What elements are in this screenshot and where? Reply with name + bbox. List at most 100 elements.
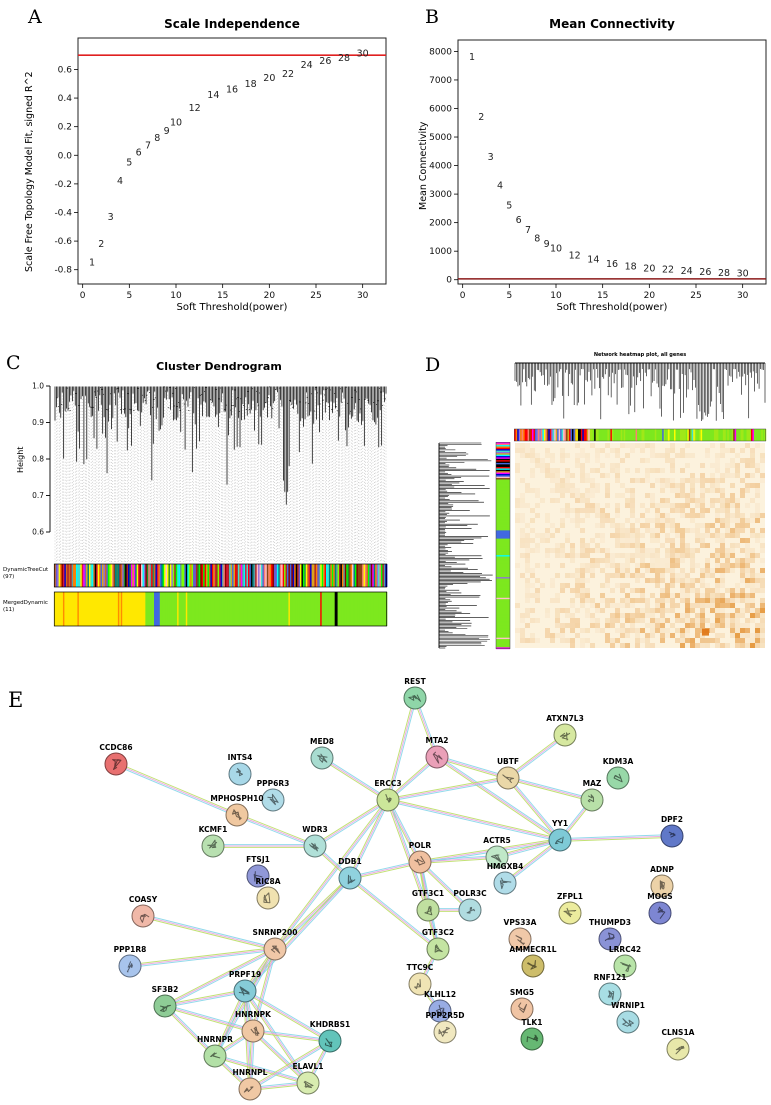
svg-text:30: 30	[737, 269, 749, 280]
scatter-layer-B: 0 5 10 15 20 25 300100020003000400050006000700…	[429, 39, 767, 301]
network-node-label: ELAVL1	[293, 1062, 324, 1071]
network-node	[203, 1044, 227, 1068]
svg-text:18: 18	[625, 261, 637, 272]
network-node	[261, 788, 285, 812]
network-node-label: MED8	[310, 737, 334, 746]
panel-b: B Mean Connectivity Mean Connectivity So…	[400, 0, 771, 340]
network-node	[201, 834, 225, 858]
network-node	[660, 824, 684, 848]
svg-text:-0.8: -0.8	[54, 266, 72, 276]
protein-structure-glyph	[270, 945, 281, 954]
dynamic-treecut-name: DynamicTreeCut	[3, 567, 49, 573]
network-node-label: KCMF1	[199, 825, 228, 834]
protein-structure-glyph	[263, 892, 271, 904]
network-node-label: POLR	[409, 841, 432, 850]
svg-text:5: 5	[506, 291, 512, 301]
left-dendrogram	[438, 442, 493, 649]
panel-a-ylabel: Scale Free Topology Model Fit, signed R^…	[24, 71, 35, 272]
network-node-label: CCDC86	[99, 743, 132, 752]
network-node-label: RIC8A	[255, 877, 280, 886]
svg-text:7: 7	[525, 225, 531, 236]
dendrogram-tree	[54, 386, 387, 505]
protein-structure-glyph	[499, 877, 512, 890]
network-node	[648, 901, 672, 925]
merged-dynamic-count: (11)	[3, 607, 15, 613]
panel-c-title: Cluster Dendrogram	[156, 360, 282, 373]
network-node-label: PPP6R3	[257, 779, 290, 788]
svg-text:18: 18	[245, 79, 257, 90]
protein-structure-glyph	[238, 986, 250, 996]
protein-structure-glyph	[207, 839, 218, 849]
network-node	[408, 972, 432, 996]
network-node-label: SF3B2	[152, 985, 179, 994]
network-node	[338, 866, 362, 890]
svg-text:28: 28	[338, 53, 350, 64]
svg-text:9: 9	[544, 239, 550, 250]
protein-structure-glyph	[414, 979, 421, 990]
svg-text:3000: 3000	[429, 190, 452, 200]
network-node-label: ADNP	[650, 865, 674, 874]
network-node	[104, 752, 128, 776]
protein-structure-glyph	[347, 874, 356, 885]
network-node	[225, 803, 249, 827]
network-node	[426, 937, 450, 961]
protein-structure-glyph	[253, 871, 263, 883]
network-node-label: TLK1	[522, 1018, 543, 1027]
merged-dynamic-bar	[53, 591, 388, 627]
network-node-label: UBTF	[497, 757, 519, 766]
svg-text:0: 0	[460, 291, 466, 301]
dynamic-treecut-label: DynamicTreeCut (97)	[3, 567, 55, 581]
protein-structure-glyph	[438, 1026, 450, 1037]
protein-structure-glyph	[414, 855, 426, 866]
svg-text:10: 10	[550, 243, 562, 254]
network-node-label: ZFPL1	[557, 892, 583, 901]
network-node	[616, 1010, 640, 1034]
svg-text:6: 6	[516, 215, 522, 226]
network-node-label: PRPF19	[229, 970, 261, 979]
network-node	[520, 1027, 544, 1051]
svg-text:6: 6	[136, 147, 142, 158]
panel-b-xlabel: Soft Threshold(power)	[556, 302, 668, 313]
network-node-label: FTSJ1	[246, 855, 270, 864]
protein-structure-glyph	[324, 1038, 333, 1048]
cluster-dendrogram-plot: 0.6 0.7 0.8 0.9 1.0	[32, 382, 388, 627]
network-node	[238, 1077, 262, 1101]
svg-text:4: 4	[497, 181, 503, 192]
network-node-label: TTC9C	[407, 963, 434, 972]
protein-structure-glyph	[668, 831, 676, 838]
protein-structure-glyph	[559, 732, 571, 741]
svg-text:0.2: 0.2	[58, 123, 72, 133]
svg-text:8: 8	[154, 133, 160, 144]
svg-text:15: 15	[597, 291, 608, 301]
network-node-label: ATXN7L3	[546, 714, 584, 723]
svg-text:0.4: 0.4	[58, 94, 73, 104]
dynamic-treecut-bar	[53, 563, 388, 588]
svg-text:0.8: 0.8	[32, 455, 44, 464]
svg-text:20: 20	[264, 291, 276, 301]
protein-structure-glyph	[317, 753, 328, 763]
svg-text:30: 30	[357, 49, 369, 60]
svg-text:10: 10	[550, 291, 562, 301]
network-node	[228, 762, 252, 786]
network-node	[558, 901, 582, 925]
network-node	[485, 845, 509, 869]
svg-text:15: 15	[217, 291, 228, 301]
network-node	[376, 788, 400, 812]
svg-text:0.0: 0.0	[58, 151, 73, 161]
protein-structure-glyph	[515, 935, 525, 945]
svg-text:25: 25	[690, 291, 701, 301]
svg-text:0.7: 0.7	[32, 491, 44, 500]
left-color-strip	[495, 442, 511, 650]
panel-c-letter: C	[6, 352, 21, 374]
network-node	[508, 927, 532, 951]
network-node-label: THUMPD3	[589, 918, 631, 927]
protein-interaction-network: REST ATXN7L3 CCDC86 INTS4 PPP6R3 MED8 MTA2 UBTF…	[99, 677, 695, 1101]
svg-text:2000: 2000	[429, 219, 452, 229]
svg-text:25: 25	[310, 291, 321, 301]
network-node-label: REST	[404, 677, 426, 686]
protein-structure-glyph	[527, 960, 537, 970]
svg-text:1: 1	[469, 52, 475, 63]
network-node-label: KDM3A	[603, 757, 634, 766]
